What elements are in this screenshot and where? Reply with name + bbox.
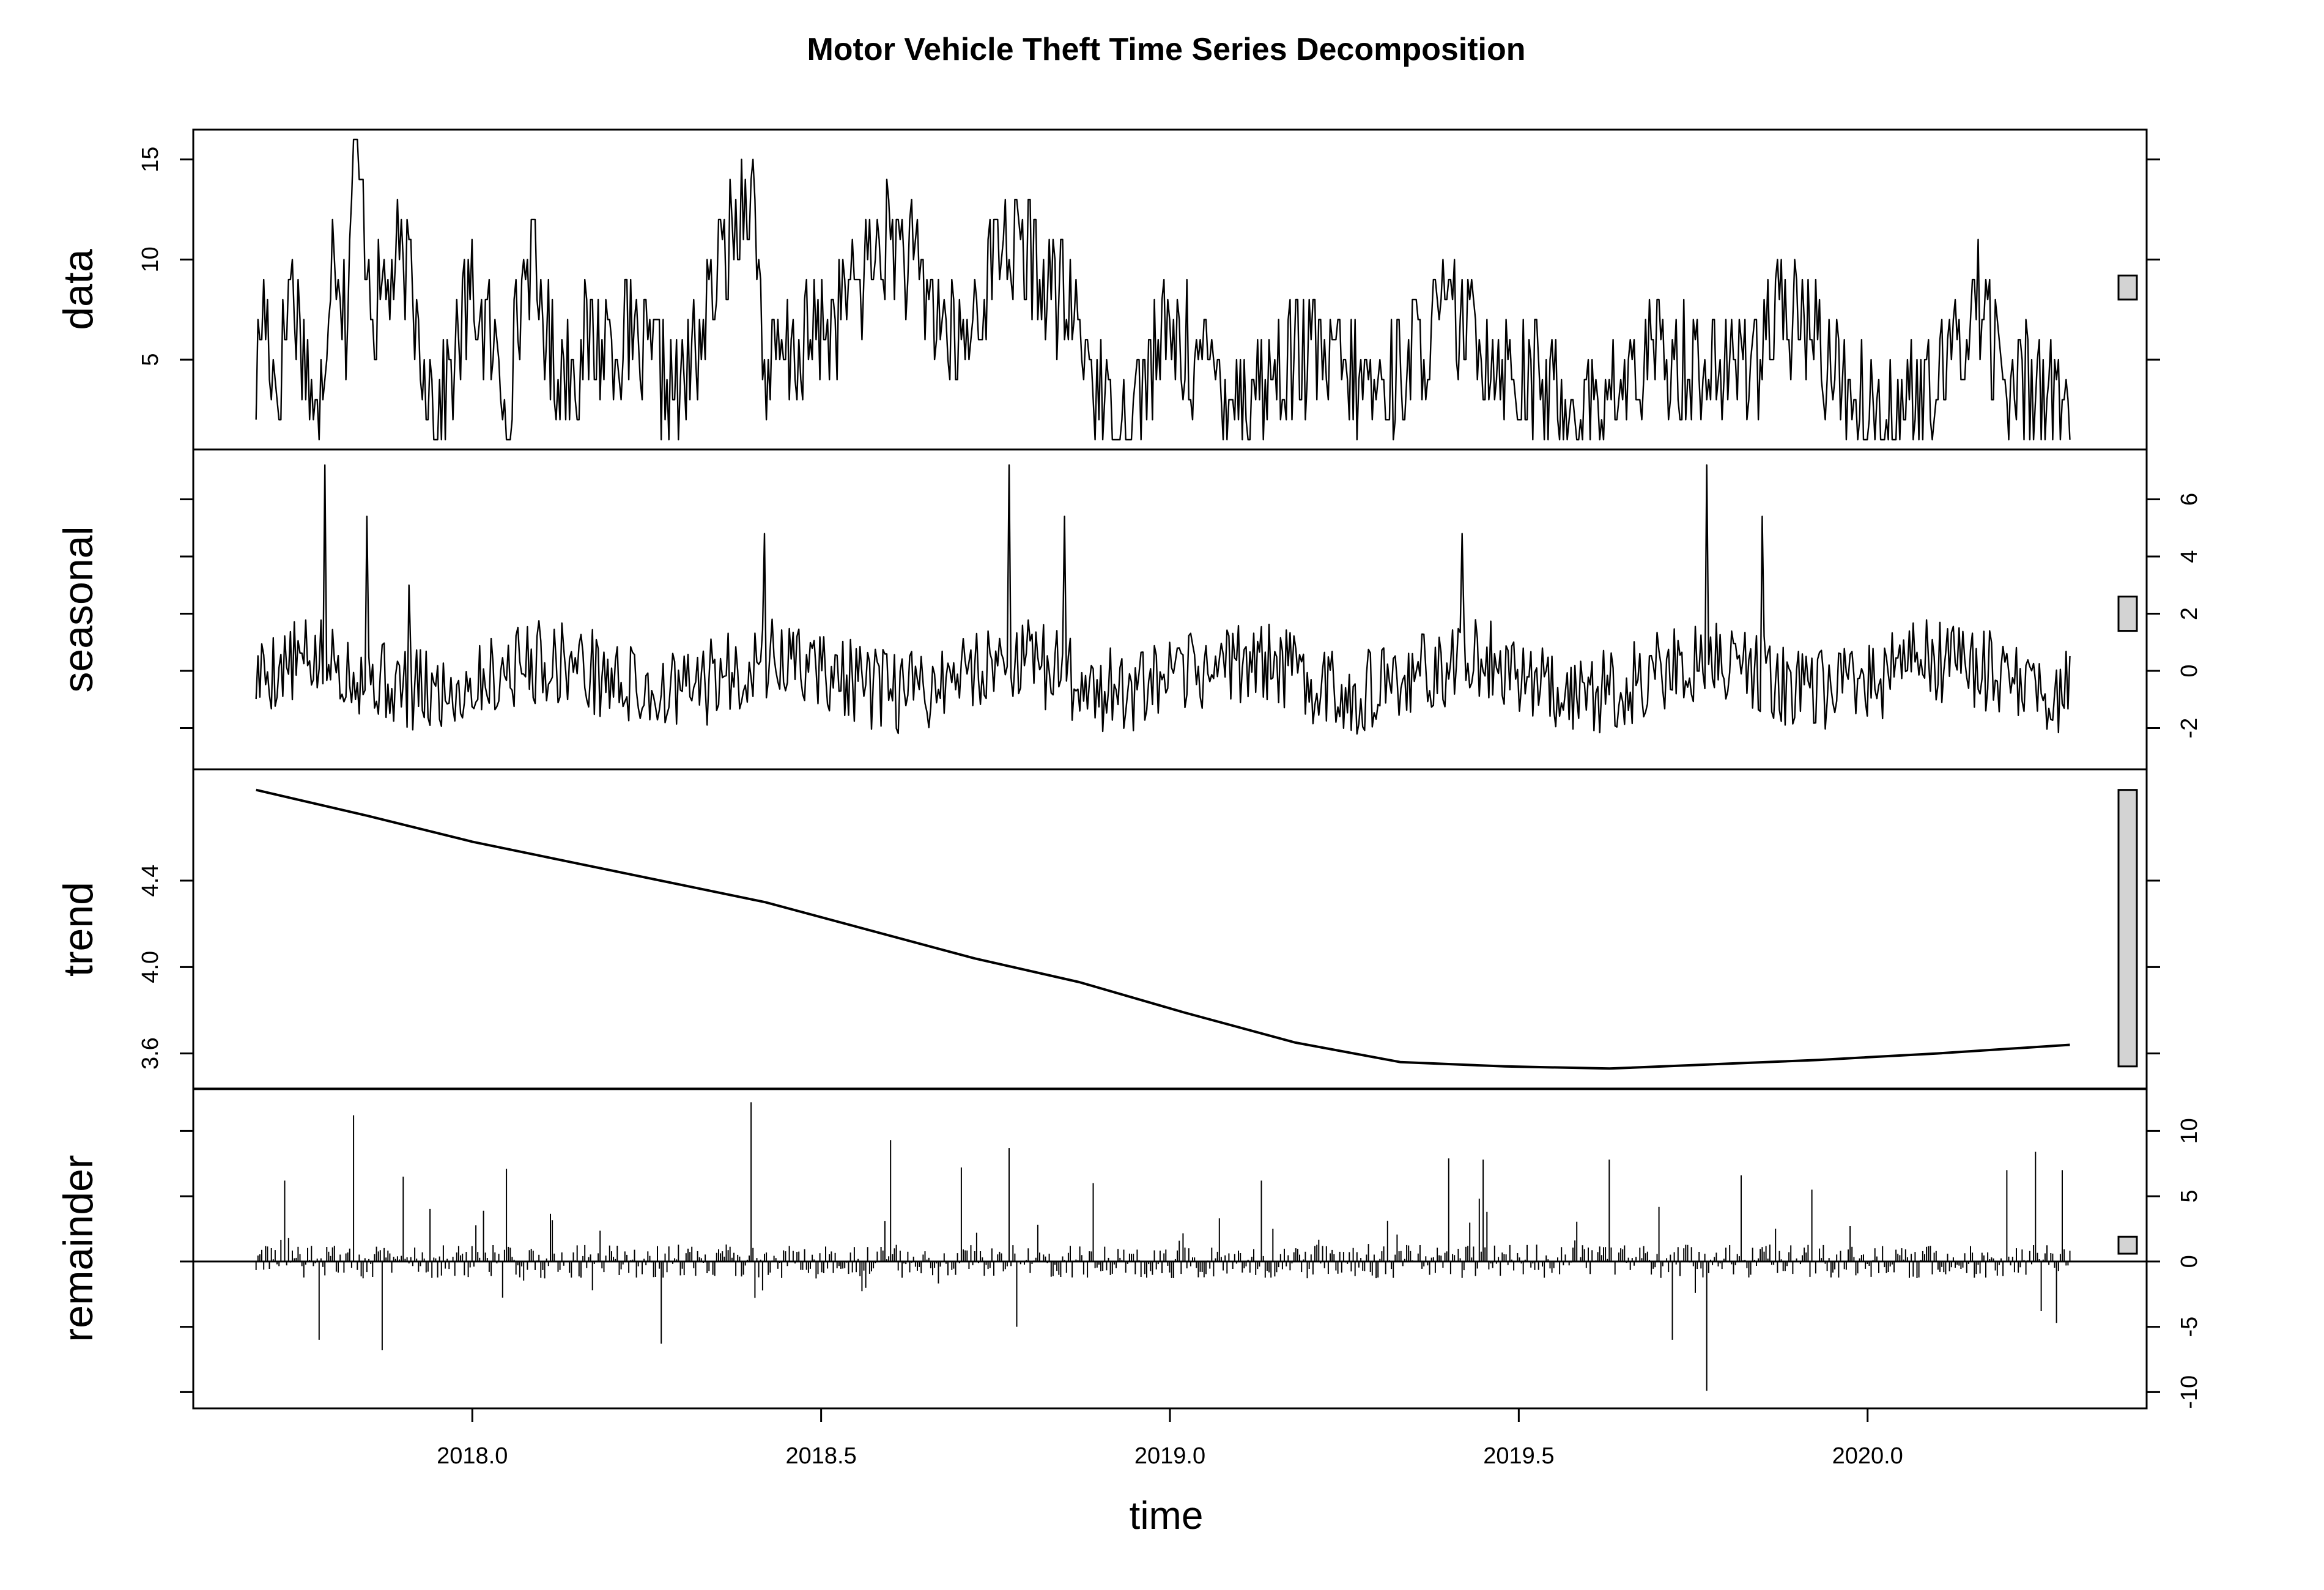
x-tick-label: 2018.5 [786, 1443, 857, 1469]
series-line-trend [256, 788, 2070, 1070]
y-tick-label: 4.4 [138, 865, 163, 897]
chart-title: Motor Vehicle Theft Time Series Decompos… [807, 32, 1525, 67]
y-tick-label: 0 [2177, 1255, 2202, 1268]
panel-trend: 3.6 4.0 4.4 trend [55, 768, 2160, 1090]
y-tick-label: -5 [2177, 1317, 2202, 1337]
x-tick-label: 2019.5 [1483, 1443, 1554, 1469]
y-tick-label: -10 [2177, 1375, 2202, 1409]
y-tick-label: 15 [138, 147, 163, 172]
y-tick-label: 2 [2177, 607, 2202, 620]
y-tick-label: 10 [138, 246, 163, 272]
y-axis-trend: 3.6 4.0 4.4 [138, 865, 2160, 1070]
y-tick-label: 6 [2177, 493, 2202, 506]
panel-frame-seasonal [192, 448, 2148, 771]
y-axis-remainder: -10 -5 0 5 10 [180, 1118, 2202, 1409]
y-tick-label: 10 [2177, 1118, 2202, 1144]
panel-label-data: data [55, 249, 102, 330]
range-bar-trend [2117, 789, 2138, 1068]
x-tick-label: 2020.0 [1832, 1443, 1903, 1469]
x-axis-label: time [1130, 1493, 1204, 1537]
y-tick-label: 4.0 [138, 951, 163, 983]
panel-remainder: -10 -5 0 5 10 remainder [55, 1087, 2202, 1410]
series-line-data [255, 138, 2071, 441]
range-bar-data [2117, 275, 2138, 301]
x-tick-label: 2019.0 [1134, 1443, 1205, 1469]
panel-label-seasonal: seasonal [55, 526, 102, 692]
y-tick-label: 3.6 [138, 1037, 163, 1070]
series-line-seasonal [255, 464, 2071, 735]
panel-frame-trend [192, 768, 2148, 1090]
x-tick-label: 2018.0 [437, 1443, 508, 1469]
y-tick-label: 0 [2177, 664, 2202, 677]
y-tick-label: 5 [138, 353, 163, 366]
panel-seasonal: -2 0 2 4 6 seasonal [55, 448, 2202, 771]
panel-frame-remainder [192, 1087, 2148, 1410]
panel-label-remainder: remainder [55, 1155, 102, 1342]
x-axis: 2018.0 2018.5 2019.0 2019.5 2020.0 [437, 1407, 1903, 1469]
panel-data: 5 10 15 data [55, 128, 2160, 451]
range-bar-remainder [2117, 1235, 2138, 1255]
panel-label-trend: trend [55, 882, 102, 977]
panels: 5 10 15 data -2 0 2 4 6 seasonal 3.6 4.0 4.4 trend -10… [55, 128, 2202, 1410]
range-bar-seasonal [2117, 595, 2138, 632]
y-tick-label: 5 [2177, 1190, 2202, 1203]
y-tick-label: 4 [2177, 550, 2202, 563]
y-axis-data: 5 10 15 [138, 147, 2160, 366]
y-tick-label: -2 [2177, 718, 2202, 739]
y-axis-seasonal: -2 0 2 4 6 [180, 493, 2202, 739]
